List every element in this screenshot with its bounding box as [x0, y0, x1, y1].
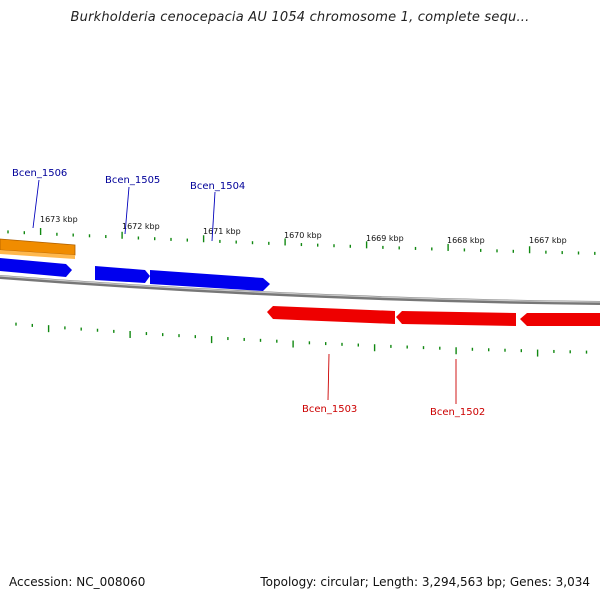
gene-arrow-bcen-1505[interactable]: [95, 266, 150, 283]
scale-label: 1671 kbp: [203, 227, 241, 236]
gene-arrow-bcen-1504[interactable]: [150, 270, 270, 291]
gene-label-bcen-1503[interactable]: Bcen_1503: [302, 404, 357, 415]
backbone-line: [0, 275, 600, 305]
scale-label: 1672 kbp: [122, 222, 160, 231]
scale-label: 1667 kbp: [529, 236, 567, 245]
scale-label: 1670 kbp: [284, 231, 322, 240]
outer-scale-ticks: [7, 227, 596, 255]
gene-label-bcen-1504[interactable]: Bcen_1504: [190, 181, 245, 192]
gene-label-bcen-1502[interactable]: Bcen_1502: [430, 407, 485, 418]
label-leader-line: [124, 186, 130, 235]
label-leader-line: [327, 353, 330, 401]
label-leader-line: [211, 191, 216, 242]
gene-label-bcen-1505[interactable]: Bcen_1505: [105, 175, 160, 186]
scale-label: 1668 kbp: [447, 236, 485, 245]
gene-arrow-bcen-1506[interactable]: [0, 258, 72, 277]
accession-text: Accession: NC_008060: [9, 575, 146, 589]
scale-label: 1673 kbp: [40, 215, 78, 224]
gene-arrow-next[interactable]: [520, 313, 600, 326]
backbone-highlight: [0, 275, 600, 303]
gene-arrow-bcen-1502[interactable]: [396, 311, 516, 326]
topology-summary-text: Topology: circular; Length: 3,294,563 bp…: [260, 575, 590, 589]
map-title: Burkholderia cenocepacia AU 1054 chromos…: [70, 10, 530, 25]
other-feature-shadow: [0, 250, 75, 259]
scale-label: 1669 kbp: [366, 234, 404, 243]
gene-arrow-bcen-1503[interactable]: [267, 306, 395, 324]
label-leader-line: [32, 179, 40, 229]
gene-label-bcen-1506[interactable]: Bcen_1506: [12, 168, 67, 179]
inner-scale-ticks: [15, 322, 588, 357]
